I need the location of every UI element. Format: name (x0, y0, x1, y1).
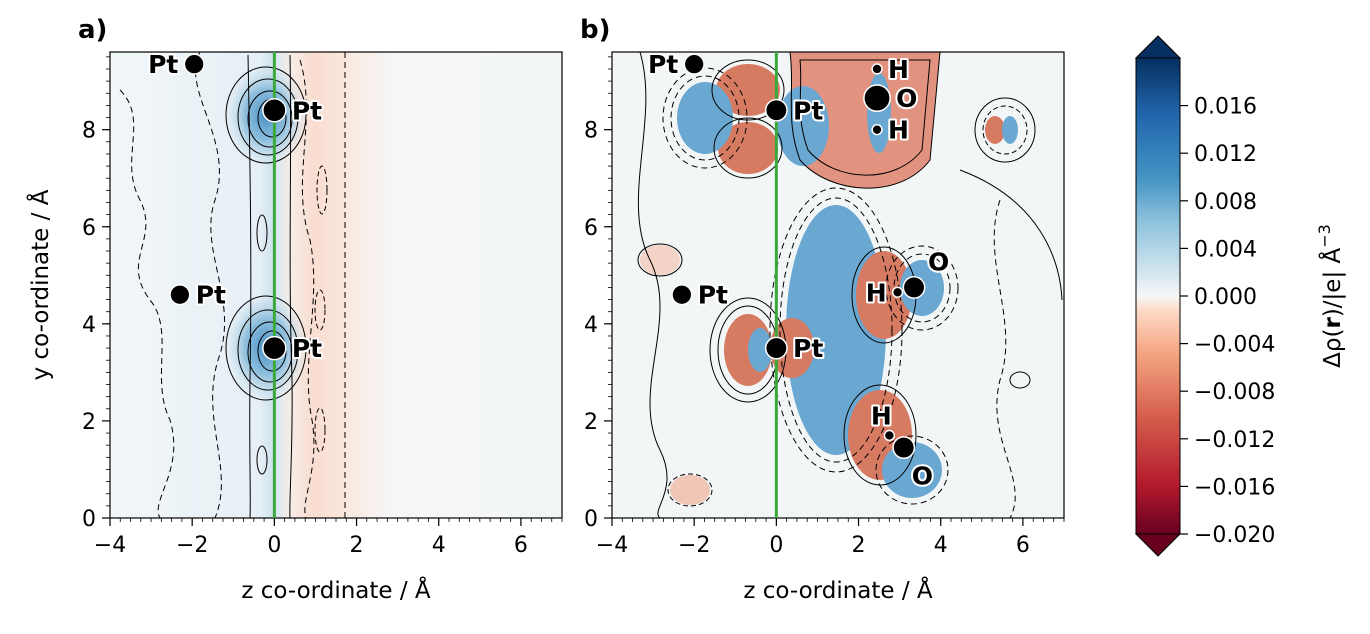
panel-a-ytick-label: 0 (82, 507, 96, 532)
atom-label: O (928, 248, 949, 277)
colorbar-tick-label: 0.004 (1194, 237, 1257, 262)
atom-h (871, 123, 883, 136)
panel-b-xlabel: z co-ordinate / Å (743, 576, 933, 604)
colorbar-tick-label: −0.020 (1194, 523, 1275, 548)
colorbar: 0.016 0.012 0.008 0.004 0.000 −0.004 −0.008 −0.… (1134, 35, 1346, 557)
panel-b-ytick-label: 8 (584, 119, 598, 144)
colorbar-tick-label: −0.004 (1194, 333, 1275, 358)
atom-label: O (896, 84, 917, 113)
atom-pt (671, 284, 693, 306)
panel-a-ylabel: y co-ordinate / Å (26, 189, 54, 380)
atom-label: H (888, 116, 909, 145)
panel-b-xtick-label: 2 (852, 533, 866, 558)
colorbar-tick-label: −0.008 (1194, 380, 1275, 405)
atom-label: H (888, 55, 909, 84)
colorbar-tick-label: 0.008 (1194, 190, 1257, 215)
atom-label: O (912, 461, 933, 490)
panel-a-xtick-label: 4 (432, 533, 446, 558)
colorbar-tick-label: 0.000 (1194, 285, 1257, 310)
panel-b-contours (637, 52, 1063, 518)
panel-b-xtick-label: 4 (934, 533, 948, 558)
panel-b-ytick-label: 2 (584, 410, 598, 435)
colorbar-tick-label: −0.016 (1194, 475, 1275, 500)
atom-label: Pt (793, 96, 823, 125)
panel-a-ytick-label: 8 (82, 119, 96, 144)
panel-b-axes: −4 −2 0 2 4 6 0 2 4 6 8 (584, 56, 1065, 558)
atom-pt (262, 97, 287, 123)
panel-b-ytick-label: 6 (584, 216, 598, 241)
colorbar-tick-label: 0.016 (1194, 95, 1257, 120)
colorbar-extend-max (1134, 35, 1182, 59)
atom-o (902, 275, 926, 299)
panel-a: Pt Pt Pt Pt −4 −2 0 2 4 6 0 2 4 6 8 a) z co-ordinate … (26, 15, 563, 604)
panel-b-density (640, 52, 1018, 505)
panel-a-xtick-label: −2 (176, 533, 208, 558)
panel-a-xtick-label: 0 (267, 533, 281, 558)
atom-label: Pt (292, 96, 322, 125)
atom-o (863, 84, 891, 113)
panel-b-xtick-label: 6 (1016, 533, 1030, 558)
panel-b-xtick-label: 0 (769, 533, 783, 558)
atom-label: H (871, 402, 892, 431)
colorbar-tick-label: 0.012 (1194, 142, 1257, 167)
panel-b-ytick-label: 0 (584, 507, 598, 532)
panel-b-field (612, 52, 1064, 518)
atom-label: Pt (196, 281, 226, 310)
atom-label: Pt (793, 334, 823, 363)
atom-pt (183, 53, 205, 75)
atom-pt (169, 284, 191, 306)
panel-a-ytick-label: 2 (82, 410, 96, 435)
colorbar-extend-min (1134, 533, 1182, 557)
panel-a-axes: −4 −2 0 2 4 6 0 2 4 6 8 (82, 56, 563, 558)
panel-a-label: a) (78, 15, 107, 45)
panel-b-xtick-label: −4 (596, 533, 628, 558)
atom-pt (764, 98, 788, 122)
panel-a-ytick-label: 6 (82, 216, 96, 241)
atom-h (891, 286, 904, 298)
colorbar-tick-label: −0.012 (1194, 428, 1275, 453)
atom-pt (262, 335, 287, 361)
panel-a-ytick-label: 4 (82, 313, 96, 338)
atom-pt (764, 336, 788, 360)
panel-a-field (110, 52, 562, 518)
panel-a-atoms: Pt Pt Pt Pt (146, 48, 324, 365)
panel-b-label: b) (580, 15, 611, 45)
panel-a-background (110, 52, 562, 518)
atom-label: H (866, 278, 887, 307)
panel-b-xtick-label: −2 (678, 533, 710, 558)
colorbar-ticks: 0.016 0.012 0.008 0.004 0.000 −0.004 −0.008 −0.… (1180, 95, 1275, 548)
colorbar-label: Δρ(r)/|e| Å−3 (1315, 224, 1346, 368)
atom-h (883, 429, 896, 442)
panel-a-xtick-label: 6 (514, 533, 528, 558)
atom-h (871, 63, 883, 75)
panel-a-xlabel: z co-ordinate / Å (241, 576, 431, 604)
panel-a-xtick-label: 2 (350, 533, 364, 558)
atom-o (892, 436, 916, 460)
panel-b-ytick-label: 4 (584, 313, 598, 338)
atom-label: Pt (148, 50, 178, 79)
colorbar-gradient (1135, 57, 1181, 535)
atom-label: Pt (648, 50, 678, 79)
atom-label: Pt (292, 334, 322, 363)
atom-label: Pt (698, 281, 728, 310)
atom-pt (683, 53, 705, 75)
panel-a-xtick-label: −4 (94, 533, 126, 558)
